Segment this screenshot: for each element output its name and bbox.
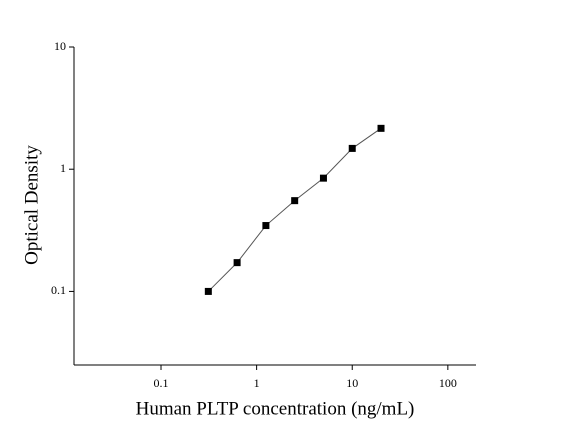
point (233, 259, 241, 267)
x-tick-label: 0.1 (154, 376, 169, 390)
x-axis-title: Human PLTP concentration (ng/mL) (136, 398, 415, 419)
point (319, 174, 327, 182)
y-tick-label: 1 (60, 161, 66, 175)
x-tick-label: 1 (254, 376, 260, 390)
fit-line (207, 127, 382, 292)
x-tick-label: 100 (439, 376, 457, 390)
y-axis-title: Optical Density (21, 145, 42, 265)
x-tick-label: 10 (346, 376, 358, 390)
point (291, 197, 299, 205)
point (377, 124, 385, 132)
point (262, 222, 270, 230)
y-tick-label: 10 (54, 39, 66, 53)
point (204, 287, 212, 295)
point (348, 144, 356, 152)
y-tick-label: 0.1 (51, 283, 66, 297)
